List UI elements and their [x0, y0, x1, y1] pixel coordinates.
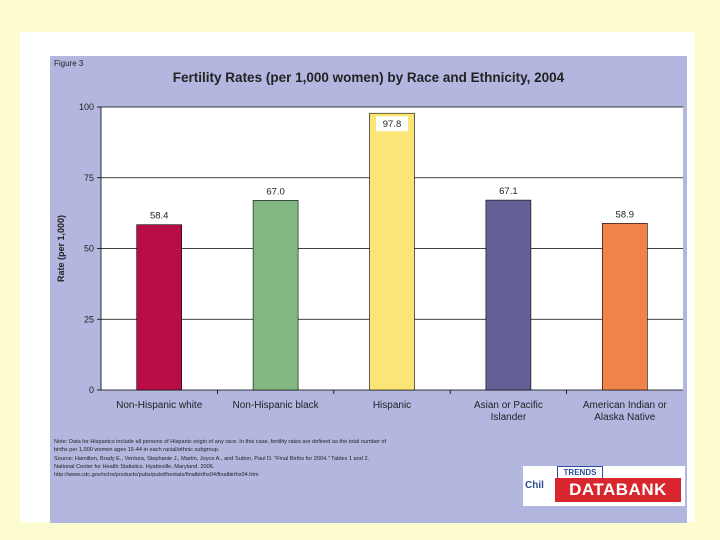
data-label: 58.9	[616, 209, 635, 220]
bar	[485, 199, 532, 391]
category-label: Alaska Native	[594, 412, 656, 423]
y-tick-label: 100	[79, 102, 94, 112]
bar	[252, 200, 299, 391]
category-label: Hispanic	[373, 400, 411, 411]
chart-note: Note: Data for Hispanics include all per…	[54, 438, 514, 479]
note-line: Source: Hamilton, Brady E., Ventura, Ste…	[54, 455, 370, 462]
logo-databank-text: DATABANK	[555, 478, 681, 502]
category-label: American Indian or	[583, 400, 668, 411]
y-tick-label: 0	[89, 385, 94, 395]
y-tick-label: 25	[84, 314, 94, 324]
note-line: National Center for Health Statistics. H…	[54, 463, 215, 470]
data-label-box	[376, 116, 408, 132]
figure-card: Figure 3 Fertility Rates (per 1,000 wome…	[20, 32, 695, 523]
note-line: births per 1,000 women ages 15-44 in eac…	[54, 447, 220, 454]
bar-chart: 0 25 50 75 100 Rate (per 1,000) 58.4 Non-Hispan…	[56, 102, 683, 423]
note-line: http://www.cdc.gov/nchs/products/pubs/pu…	[54, 472, 259, 479]
data-label: 67.0	[266, 186, 285, 197]
child-trends-databank-logo: TRENDS Chil DATABANK	[523, 466, 685, 506]
bar	[601, 223, 648, 391]
bar	[136, 224, 182, 391]
y-axis-label: Rate (per 1,000)	[56, 215, 66, 282]
category-label: Non-Hispanic black	[233, 400, 320, 411]
data-label: 58.4	[150, 211, 169, 222]
category-label: Islander	[491, 412, 527, 423]
logo-child-text: Chil	[525, 480, 544, 491]
bar	[369, 112, 415, 391]
y-tick-label: 50	[84, 244, 94, 254]
category-label: Non-Hispanic white	[116, 400, 203, 411]
note-line: Note: Data for Hispanics include all per…	[54, 439, 387, 445]
data-label: 67.1	[499, 186, 518, 197]
data-label: 97.8	[383, 119, 402, 130]
chart-panel: Figure 3 Fertility Rates (per 1,000 wome…	[50, 56, 687, 523]
chart-title: Fertility Rates (per 1,000 women) by Rac…	[172, 70, 565, 85]
y-tick-label: 75	[84, 173, 94, 183]
category-label: Asian or Pacific	[474, 400, 543, 411]
figure-label: Figure 3	[54, 59, 84, 68]
